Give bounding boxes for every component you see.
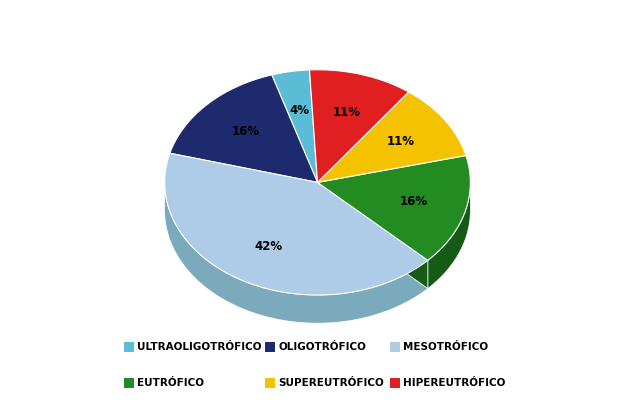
Text: HIPEREUTRÓFICO: HIPEREUTRÓFICO [403, 379, 505, 388]
Polygon shape [309, 70, 409, 182]
FancyBboxPatch shape [265, 342, 275, 352]
Text: EUTRÓFICO: EUTRÓFICO [137, 379, 204, 388]
Polygon shape [272, 70, 318, 182]
Polygon shape [164, 153, 428, 295]
Polygon shape [318, 92, 466, 182]
Text: 16%: 16% [232, 125, 260, 138]
Polygon shape [428, 183, 471, 288]
Text: 11%: 11% [332, 106, 360, 119]
Text: 42%: 42% [255, 240, 283, 253]
Ellipse shape [164, 98, 471, 323]
FancyBboxPatch shape [390, 378, 400, 388]
Text: OLIGOTRÓFICO: OLIGOTRÓFICO [278, 342, 366, 352]
FancyBboxPatch shape [124, 378, 135, 388]
Polygon shape [170, 75, 318, 182]
FancyBboxPatch shape [124, 342, 135, 352]
Text: 4%: 4% [290, 104, 310, 117]
Text: SUPEREUTRÓFICO: SUPEREUTRÓFICO [278, 379, 384, 388]
Text: 11%: 11% [386, 135, 414, 148]
Polygon shape [318, 182, 428, 288]
Text: ULTRAOLIGOTRÓFICO: ULTRAOLIGOTRÓFICO [137, 342, 262, 352]
Polygon shape [164, 183, 428, 323]
FancyBboxPatch shape [265, 378, 275, 388]
FancyBboxPatch shape [390, 342, 400, 352]
Polygon shape [318, 182, 428, 288]
Text: 16%: 16% [399, 195, 427, 208]
Polygon shape [318, 156, 471, 260]
Text: MESOTRÓFICO: MESOTRÓFICO [403, 342, 488, 352]
